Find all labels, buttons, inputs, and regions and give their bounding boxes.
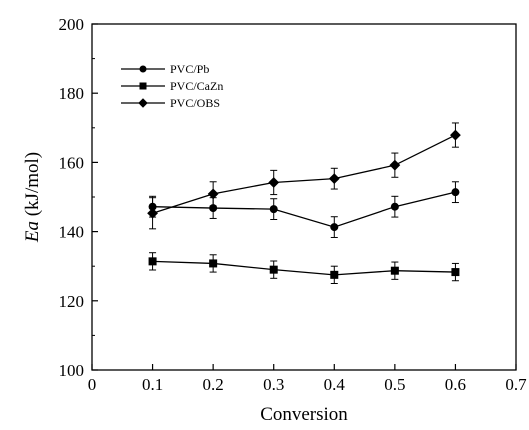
legend-item: PVC/CaZn (121, 79, 223, 93)
y-axis-title-unit: (kJ/mol) (22, 152, 43, 221)
data-point (330, 223, 339, 232)
y-tick-label: 180 (59, 84, 85, 103)
series-line (152, 260, 456, 276)
y-tick-label: 140 (59, 223, 85, 242)
data-point (328, 173, 340, 185)
legend-label: PVC/CaZn (170, 79, 223, 93)
plot-frame (91, 23, 517, 371)
x-tick-label: 0.7 (505, 375, 527, 394)
data-point (451, 268, 460, 277)
legend-item: PVC/OBS (121, 96, 220, 110)
legend-label: PVC/Pb (170, 62, 209, 76)
x-tick-label: 0.4 (324, 375, 346, 394)
series-pvc-cazn (148, 252, 460, 284)
x-tick-label: 0.1 (142, 375, 163, 394)
data-point (390, 202, 399, 211)
y-axis-title-symbol: Ea (22, 221, 43, 243)
data-point (268, 177, 280, 188)
data-point (451, 188, 460, 197)
data-point (330, 270, 339, 279)
data-point (269, 265, 278, 274)
legend-marker (139, 82, 147, 90)
axis-ticks: 0 0.1 0.2 0.3 0.4 0.5 0.6 0.7 100 120 140 160 180 200 (59, 15, 528, 394)
data-point (148, 257, 157, 266)
y-tick-label: 120 (59, 292, 85, 311)
x-tick-label: 0.6 (445, 375, 466, 394)
series-layer (147, 122, 461, 284)
x-tick-label: 0.3 (263, 375, 284, 394)
legend-marker (138, 98, 148, 108)
x-tick-label: 0.5 (384, 375, 405, 394)
legend-label: PVC/OBS (170, 96, 220, 110)
legend-item: PVC/Pb (121, 62, 209, 76)
y-axis-title: Ea (kJ/mol) (22, 152, 43, 243)
series-pvc-pb (148, 181, 460, 238)
data-point (207, 188, 219, 200)
x-axis-title: Conversion (260, 404, 348, 425)
y-tick-label: 100 (59, 361, 85, 380)
data-point (209, 259, 218, 268)
series-line (152, 191, 456, 228)
series-pvc-obs (147, 122, 461, 230)
y-tick-label: 200 (59, 15, 85, 34)
data-point (390, 266, 399, 275)
data-point (389, 159, 401, 171)
x-tick-label: 0.2 (203, 375, 224, 394)
legend: PVC/Pb PVC/CaZn PVC/OBS (121, 62, 223, 110)
series-line (152, 134, 456, 214)
data-point (450, 129, 461, 141)
data-point (147, 207, 158, 219)
x-tick-label: 0 (88, 375, 97, 394)
y-tick-label: 160 (59, 153, 85, 172)
data-point (269, 205, 278, 214)
legend-marker (139, 65, 147, 73)
